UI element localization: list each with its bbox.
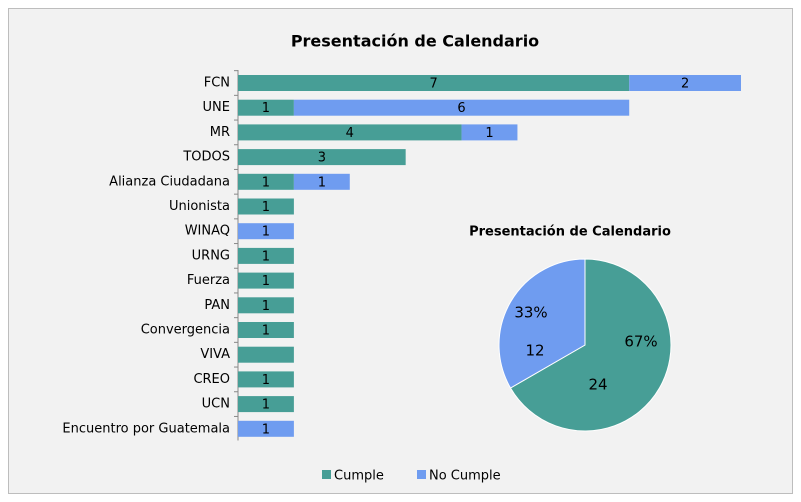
category-label: Encuentro por Guatemala — [62, 421, 230, 436]
bar-segment — [238, 149, 406, 166]
pie-title: Presentación de Calendario — [469, 225, 671, 240]
pie-value-label: 24 — [588, 376, 607, 394]
category-label: URNG — [192, 248, 230, 263]
bar-segment — [238, 223, 294, 240]
category-label: FCN — [204, 76, 230, 91]
data-label: 1 — [262, 373, 270, 388]
bar-segment — [238, 99, 294, 116]
data-label: 1 — [262, 225, 270, 240]
category-label: Alianza Ciudadana — [109, 174, 230, 189]
category-label: Fuerza — [187, 273, 230, 288]
data-label: 1 — [262, 274, 270, 289]
pie-slice — [498, 258, 586, 389]
bar-segment — [461, 124, 518, 141]
data-label: 1 — [262, 200, 270, 215]
pie-slice — [509, 258, 672, 432]
bar-segment — [238, 124, 462, 141]
bar-segment — [238, 272, 294, 289]
bar-segment — [238, 198, 294, 215]
category-label: TODOS — [182, 150, 230, 165]
category-label: CREO — [193, 372, 230, 387]
data-label: 1 — [262, 422, 270, 437]
bar-segment — [238, 75, 630, 91]
data-label: 1 — [262, 324, 270, 339]
bar-segment — [238, 346, 294, 363]
data-label: 1 — [485, 126, 493, 141]
bar-segment — [238, 396, 294, 413]
bar-segment — [293, 99, 630, 116]
data-label: 1 — [262, 175, 270, 190]
data-label: 4 — [346, 126, 354, 141]
data-label: 6 — [457, 101, 465, 116]
bar-segment — [238, 322, 294, 338]
category-label: MR — [210, 125, 230, 140]
pie-percent-label: 67% — [624, 333, 657, 351]
bar-segment — [293, 173, 350, 190]
data-label: 1 — [262, 299, 270, 314]
data-label: 2 — [681, 77, 689, 92]
category-label: PAN — [204, 298, 230, 313]
chart-title: Presentación de Calendario — [291, 32, 539, 51]
category-label: UNE — [203, 100, 230, 115]
pie-value-label: 12 — [525, 342, 544, 360]
category-label: UCN — [202, 397, 230, 412]
data-label: 1 — [262, 249, 270, 264]
data-label: 1 — [262, 398, 270, 413]
bar-segment — [238, 420, 294, 437]
bar-segment — [238, 247, 294, 264]
legend-swatch — [417, 470, 426, 479]
data-label: 1 — [262, 101, 270, 116]
bar-segment — [238, 297, 294, 314]
legend-label: No Cumple — [429, 469, 501, 484]
bar-segment — [238, 371, 294, 388]
bar-segment — [238, 173, 294, 190]
category-label: Unionista — [169, 199, 230, 214]
legend-label: Cumple — [334, 469, 384, 484]
pie-percent-label: 33% — [514, 304, 547, 322]
category-label: WINAQ — [185, 224, 230, 239]
data-label: 3 — [318, 151, 326, 166]
legend-swatch — [322, 470, 331, 479]
data-label: 7 — [429, 77, 437, 92]
category-label: Convergencia — [141, 323, 230, 338]
category-label: VIVA — [200, 347, 230, 362]
bar-segment — [629, 75, 741, 91]
data-label: 1 — [318, 175, 326, 190]
